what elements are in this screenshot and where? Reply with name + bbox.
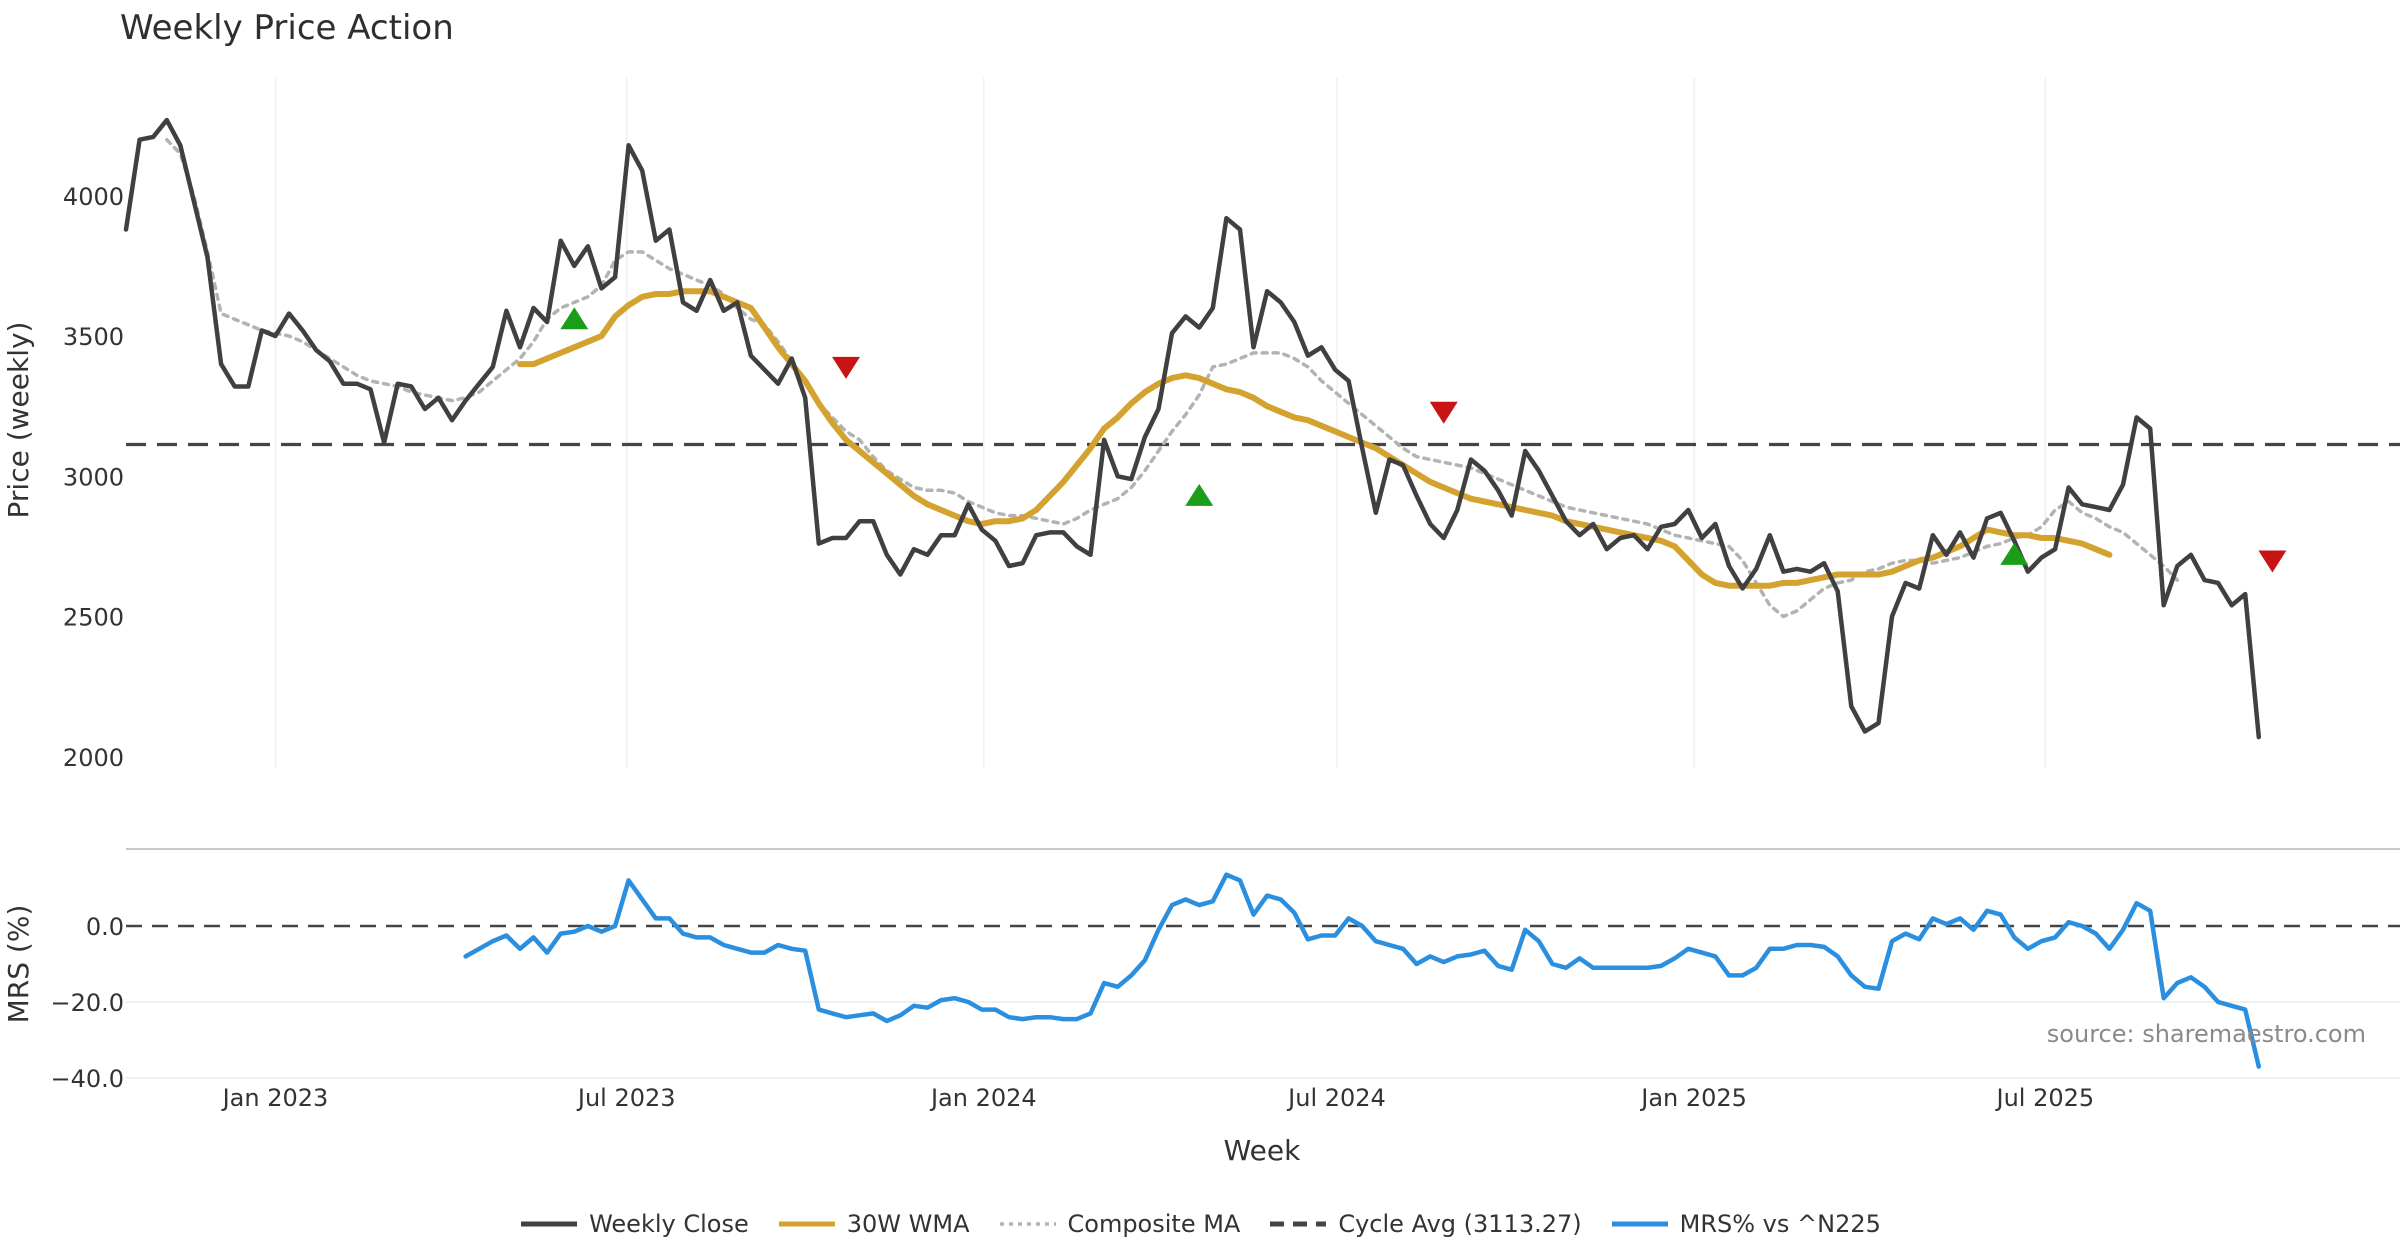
- price-y-tick-label: 2000: [63, 744, 124, 772]
- price-y-label: Price (weekly): [2, 322, 35, 519]
- legend-label: Weekly Close: [589, 1210, 749, 1238]
- mrs-y-tick-label: −40.0: [50, 1065, 124, 1093]
- signal-markers: [560, 307, 2287, 573]
- price-y-tick-label: 4000: [63, 183, 124, 211]
- legend-swatch: [778, 1221, 835, 1227]
- mrs-y-label: MRS (%): [2, 905, 35, 1024]
- series-weekly-close: [123, 117, 2262, 740]
- buy-signal-marker: [1185, 483, 1214, 506]
- price-series-lines: [123, 117, 2262, 740]
- source-note: source: sharemaestro.com: [2046, 1020, 2366, 1048]
- legend-item: MRS% vs ^N225: [1610, 1210, 1881, 1238]
- x-ticks: Jan 2023 Jul 2023 Jan 2024 Jul 2024 Jan 2025…: [221, 1084, 2095, 1112]
- series-composite-ma: [165, 137, 2180, 619]
- price-y-tick-label: 3500: [63, 323, 124, 351]
- buy-signal-marker: [560, 307, 589, 330]
- mrs-gridlines: [126, 1001, 2400, 1079]
- legend-item: Composite MA: [998, 1210, 1241, 1238]
- mrs-series-line: [463, 872, 2262, 1069]
- price-y-tick-label: 3000: [63, 463, 124, 491]
- mrs-y-tick-label: −20.0: [50, 989, 124, 1017]
- x-tick-label: Jul 2025: [1995, 1084, 2095, 1112]
- sell-signal-marker: [2258, 550, 2287, 573]
- x-axis-label: Week: [1224, 1134, 1301, 1167]
- legend-label: MRS% vs ^N225: [1679, 1210, 1881, 1238]
- price-gridlines: [274, 78, 2047, 768]
- chart-title: Weekly Price Action: [120, 8, 454, 48]
- buy-signal-marker: [2000, 542, 2029, 565]
- legend-item: Weekly Close: [519, 1210, 749, 1238]
- x-tick-label: Jul 2024: [1286, 1084, 1386, 1112]
- price-y-tick-label: 2500: [63, 604, 124, 632]
- x-tick-label: Jul 2023: [576, 1084, 676, 1112]
- mrs-y-ticks: 0.0 −20.0 −40.0: [50, 913, 124, 1093]
- legend-item: Cycle Avg (3113.27): [1268, 1210, 1582, 1238]
- mrs-y-tick-label: 0.0: [86, 913, 124, 941]
- legend-swatch: [1270, 1221, 1327, 1227]
- legend-swatch: [521, 1221, 578, 1227]
- legend-item: 30W WMA: [777, 1210, 970, 1238]
- legend-label: 30W WMA: [846, 1210, 970, 1238]
- sell-signal-marker: [1429, 401, 1458, 424]
- legend: Weekly Close 30W WMA Composite MA Cycle Avg…: [0, 1210, 2400, 1238]
- legend-swatch: [999, 1222, 1056, 1226]
- legend-label: Cycle Avg (3113.27): [1338, 1210, 1582, 1238]
- x-tick-label: Jan 2024: [929, 1084, 1037, 1112]
- legend-label: Composite MA: [1067, 1210, 1241, 1238]
- x-tick-label: Jan 2025: [1639, 1084, 1747, 1112]
- series-mrs-vs-n225: [463, 872, 2262, 1069]
- x-tick-label: Jan 2023: [221, 1084, 329, 1112]
- series-30w-wma: [517, 288, 2113, 589]
- legend-swatch: [1611, 1221, 1668, 1227]
- price-y-ticks: 2000 2500 3000 3500 4000: [63, 183, 124, 772]
- sell-signal-marker: [832, 356, 860, 379]
